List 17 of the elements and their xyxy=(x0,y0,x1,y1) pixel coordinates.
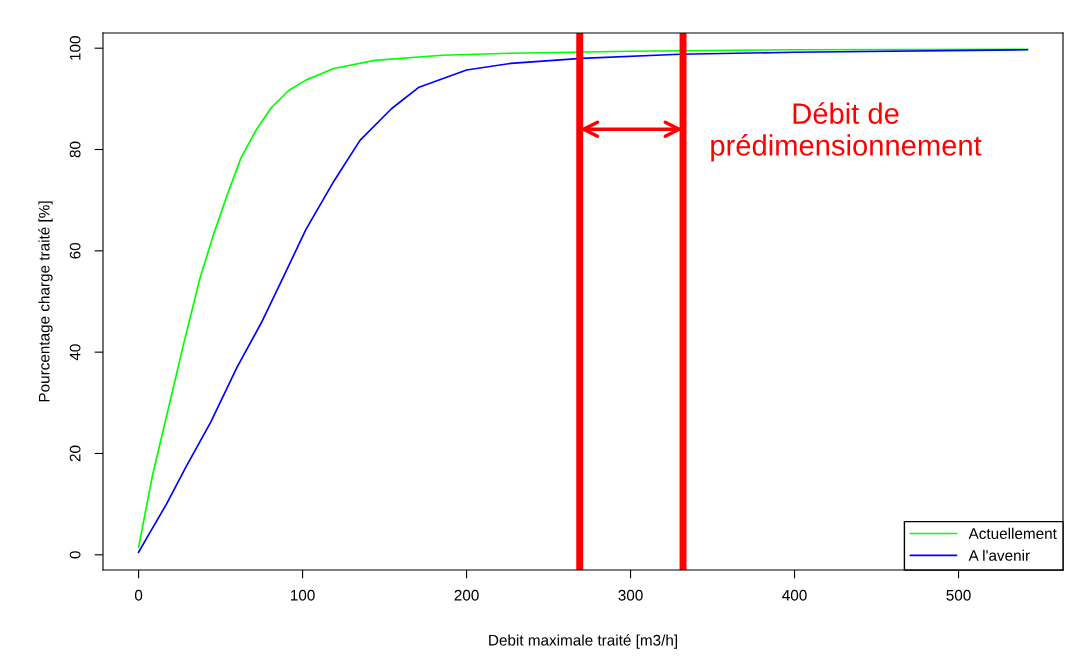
y-axis-title: Pourcentage charge traité [%] xyxy=(38,201,53,402)
y-tick-label: 100 xyxy=(69,36,81,60)
legend-label: A l'avenir xyxy=(968,549,1030,561)
x-tick-label: 200 xyxy=(454,589,479,601)
y-tick-label: 40 xyxy=(69,344,81,361)
y-tick-label: 0 xyxy=(69,551,81,559)
x-tick-label: 300 xyxy=(618,589,643,601)
y-tick-label: 20 xyxy=(69,445,81,462)
y-tick-label: 80 xyxy=(69,141,81,158)
annotation: Débit de prédimensionnement xyxy=(711,102,982,162)
x-tick-label: 400 xyxy=(782,589,807,601)
x-axis-title: Debit maximale traité [m3/h] xyxy=(489,634,678,649)
x-tick-label: 100 xyxy=(291,589,315,601)
legend-label: Actuellement xyxy=(968,527,1057,539)
x-tick-label: 500 xyxy=(946,589,971,601)
y-tick-label: 60 xyxy=(69,242,81,259)
x-tick-label: 0 xyxy=(134,589,143,601)
